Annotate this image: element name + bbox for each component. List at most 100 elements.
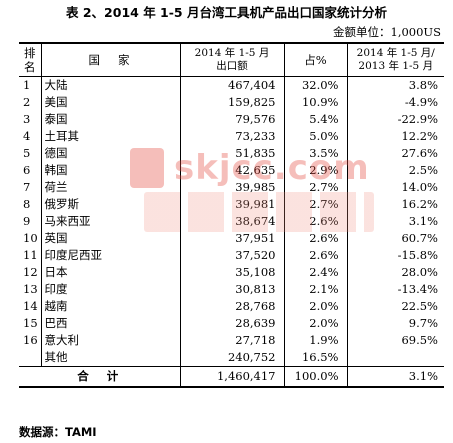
header-share: 占%	[284, 43, 348, 77]
country-cell: 荷兰	[41, 179, 181, 196]
data-source-note: 数据源：TAMI	[19, 425, 97, 439]
growth-cell: 28.0%	[401, 265, 438, 279]
growth-cell: -22.9%	[397, 112, 438, 126]
export-cell: 27,718	[180, 332, 285, 349]
growth-cell: -4.9%	[404, 95, 438, 109]
country-cell: 日本	[41, 264, 181, 281]
share-cell: 2.9%	[284, 162, 348, 179]
rank-cell: 5	[19, 145, 42, 162]
growth-cell: 12.2%	[401, 129, 438, 143]
rank-cell	[19, 349, 42, 367]
table-row: 1 大陆 467,404 32.0% 3.8%	[19, 76, 444, 94]
table-row: 3 泰国 79,576 5.4% -22.9%	[19, 111, 444, 128]
table-title: 表 2、2014 年 1-5 月台湾工具机产品出口国家统计分析	[66, 5, 387, 20]
growth-cell: 2.5%	[408, 163, 438, 177]
table-row: 8 俄罗斯 39,981 2.7% 16.2%	[19, 196, 444, 213]
country-cell: 德国	[41, 145, 181, 162]
country-cell: 韩国	[41, 162, 181, 179]
share-cell: 2.0%	[284, 298, 348, 315]
country-cell: 俄罗斯	[41, 196, 181, 213]
rank-cell: 10	[19, 230, 42, 247]
export-cell: 35,108	[180, 264, 285, 281]
rank-cell: 4	[19, 128, 42, 145]
header-growth: 2014 年 1-5 月/ 2013 年 1-5 月	[347, 43, 444, 77]
country-cell: 印度尼西亚	[41, 247, 181, 264]
share-cell: 5.4%	[284, 111, 348, 128]
export-cell: 467,404	[180, 76, 285, 94]
export-cell: 42,635	[180, 162, 285, 179]
total-row: 合计 1,460,417 100.0% 3.1%	[19, 366, 444, 387]
export-cell: 159,825	[180, 94, 285, 111]
table-row: 其他 240,752 16.5%	[19, 349, 444, 367]
country-cell: 泰国	[41, 111, 181, 128]
share-cell: 3.5%	[284, 145, 348, 162]
rank-cell: 11	[19, 247, 42, 264]
header-row: 排名 国家 2014 年 1-5 月 出口额 占% 2014 年 1-5 月/ …	[19, 43, 444, 77]
rank-cell: 14	[19, 298, 42, 315]
rank-cell: 16	[19, 332, 42, 349]
growth-cell: 9.7%	[408, 316, 438, 330]
share-cell: 2.7%	[284, 179, 348, 196]
country-cell: 大陆	[41, 76, 181, 94]
total-export: 1,460,417	[180, 366, 285, 387]
share-cell: 2.0%	[284, 315, 348, 332]
country-cell: 意大利	[41, 332, 181, 349]
table-body: 1 大陆 467,404 32.0% 3.8% 2 美国 159,825 10.9% -4.9% 3…	[19, 76, 444, 367]
growth-cell: 60.7%	[401, 231, 438, 245]
share-cell: 2.6%	[284, 230, 348, 247]
table-row: 10 英国 37,951 2.6% 60.7%	[19, 230, 444, 247]
country-cell: 其他	[41, 349, 181, 367]
share-cell: 32.0%	[284, 76, 348, 94]
country-cell: 巴西	[41, 315, 181, 332]
table-row: 16 意大利 27,718 1.9% 69.5%	[19, 332, 444, 349]
growth-cell: 3.1%	[408, 214, 438, 228]
rank-cell: 15	[19, 315, 42, 332]
share-cell: 2.6%	[284, 213, 348, 230]
rank-cell: 3	[19, 111, 42, 128]
share-cell: 2.4%	[284, 264, 348, 281]
export-statistics-table: 排名 国家 2014 年 1-5 月 出口额 占% 2014 年 1-5 月/ …	[19, 42, 444, 388]
export-cell: 73,233	[180, 128, 285, 145]
rank-cell: 1	[19, 76, 42, 94]
table-row: 6 韩国 42,635 2.9% 2.5%	[19, 162, 444, 179]
export-cell: 30,813	[180, 281, 285, 298]
rank-cell: 8	[19, 196, 42, 213]
total-label: 合计	[19, 366, 181, 387]
growth-cell: -15.8%	[397, 248, 438, 262]
total-growth: 3.1%	[408, 369, 438, 383]
header-growth-line2: 2013 年 1-5 月	[358, 60, 434, 72]
table-row: 11 印度尼西亚 37,520 2.6% -15.8%	[19, 247, 444, 264]
growth-cell: 16.2%	[401, 197, 438, 211]
header-rank-label: 排名	[24, 46, 36, 74]
export-cell: 28,768	[180, 298, 285, 315]
rank-cell: 2	[19, 94, 42, 111]
rank-cell: 7	[19, 179, 42, 196]
table-row: 4 土耳其 73,233 5.0% 12.2%	[19, 128, 444, 145]
total-share: 100.0%	[284, 366, 348, 387]
export-cell: 37,520	[180, 247, 285, 264]
table-row: 15 巴西 28,639 2.0% 9.7%	[19, 315, 444, 332]
header-export: 2014 年 1-5 月 出口额	[180, 43, 285, 77]
growth-cell: 69.5%	[401, 333, 438, 347]
share-cell: 1.9%	[284, 332, 348, 349]
header-country: 国家	[41, 43, 181, 77]
table-row: 5 德国 51,835 3.5% 27.6%	[19, 145, 444, 162]
header-export-line2: 出口额	[216, 60, 248, 72]
country-cell: 英国	[41, 230, 181, 247]
currency-unit-note: 金额单位：1,000US	[333, 25, 441, 39]
share-cell: 10.9%	[284, 94, 348, 111]
table-row: 14 越南 28,768 2.0% 22.5%	[19, 298, 444, 315]
share-cell: 5.0%	[284, 128, 348, 145]
export-cell: 39,981	[180, 196, 285, 213]
export-cell: 28,639	[180, 315, 285, 332]
export-cell: 37,951	[180, 230, 285, 247]
country-cell: 土耳其	[41, 128, 181, 145]
rank-cell: 13	[19, 281, 42, 298]
country-cell: 马来西亚	[41, 213, 181, 230]
growth-cell: 22.5%	[401, 299, 438, 313]
rank-cell: 6	[19, 162, 42, 179]
growth-cell: 3.8%	[408, 78, 438, 92]
table-row: 9 马来西亚 38,674 2.6% 3.1%	[19, 213, 444, 230]
share-cell: 2.1%	[284, 281, 348, 298]
share-cell: 2.7%	[284, 196, 348, 213]
